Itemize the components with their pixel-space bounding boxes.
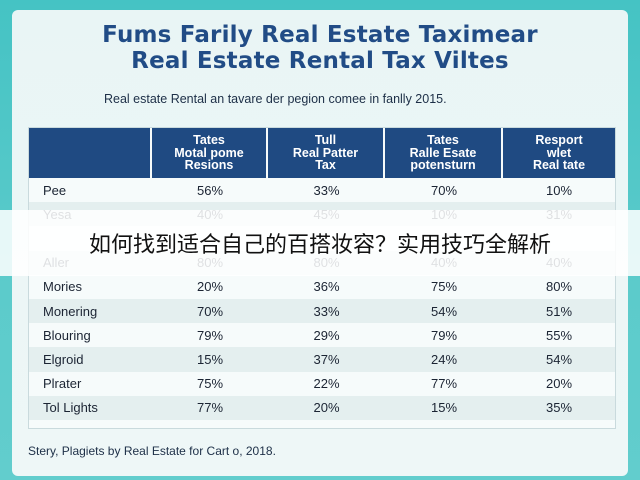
chart-title-line1: Fums Farily Real Estate Taximear <box>102 22 538 48</box>
table-row: Mories 20% 36% 75% 80% <box>29 275 615 299</box>
table-cell-value: 33% <box>313 303 340 319</box>
table-row: Pee 56% 33% 70% 10% <box>29 178 615 202</box>
table-row: Plrater 75% 22% 77% 20% <box>29 372 615 396</box>
table-row: Blouring 79% 29% 79% 55% <box>29 323 615 347</box>
table-cell-value: 20% <box>545 376 573 392</box>
table-cell-value: 79% <box>430 327 458 343</box>
table-cell-value: 51% <box>545 303 573 319</box>
table-cell-value: 10% <box>545 182 573 198</box>
chart-title-line2: Real Estate Rental Tax Viltes <box>131 48 509 74</box>
table-cell-value: 56% <box>196 182 224 198</box>
header-cell-col3: Tates Ralle Esate potensturn <box>385 128 503 178</box>
row-label: Tol Lights <box>43 400 98 416</box>
table-cell-value: 22% <box>313 376 340 392</box>
data-table: Tates Motal pome Resions Tull Real Patte… <box>28 127 616 429</box>
table-cell-value: 24% <box>430 351 458 367</box>
table-cell-value: 80% <box>545 279 573 295</box>
row-label: Monering <box>43 303 98 319</box>
table-cell-value: 37% <box>313 351 340 367</box>
table-cell-value: 70% <box>430 182 458 198</box>
table-row: Tol Lights 77% 20% 15% 35% <box>29 395 615 420</box>
row-label: Pee <box>43 182 67 198</box>
row-label: Mories <box>43 279 83 295</box>
table-cell-value: 75% <box>430 279 458 295</box>
overlay-banner-text: 如何找到适合自己的百搭妆容？实用技巧全解析 <box>88 233 551 258</box>
header-cell-col4: Resport wlet Real tate <box>503 128 615 178</box>
table-header: Tates Motal pome Resions Tull Real Patte… <box>29 128 615 178</box>
table-cell-value: 36% <box>313 279 340 295</box>
table-row: Monering 70% 33% 54% 51% <box>29 298 615 324</box>
table-cell-value: 20% <box>313 400 340 416</box>
table-cell-value: 33% <box>313 182 340 198</box>
source-note: Stery, Plagiets by Real Estate for Cart … <box>28 444 276 458</box>
table-cell-value: 77% <box>196 400 224 416</box>
table-cell-value: 77% <box>430 376 458 392</box>
table-cell-value: 15% <box>430 400 458 416</box>
row-label: Elgroid <box>43 351 84 367</box>
table-cell-value: 55% <box>545 327 573 343</box>
header-cell-label <box>29 128 152 178</box>
table-cell-value: 35% <box>545 400 573 416</box>
table-cell-value: 20% <box>196 279 224 295</box>
header-cell-col1: Tates Motal pome Resions <box>152 128 268 178</box>
table-row: Elgroid 15% 37% 24% 54% <box>29 347 615 372</box>
row-label: Plrater <box>43 376 82 392</box>
table-cell-value: 54% <box>430 303 458 319</box>
table-cell-value: 70% <box>196 303 224 319</box>
table-cell-value: 29% <box>313 327 340 343</box>
table-cell-value: 79% <box>196 327 224 343</box>
chart-subtitle: Real estate Rental an tavare der pegion … <box>104 92 447 106</box>
header-cell-col2: Tull Real Patter Tax <box>268 128 385 178</box>
table-cell-value: 54% <box>545 351 573 367</box>
table-cell-value: 75% <box>196 376 224 392</box>
row-label: Blouring <box>43 327 91 343</box>
table-cell-value: 15% <box>196 351 224 367</box>
overlay-banner: 如何找到适合自己的百搭妆容？实用技巧全解析 <box>0 210 640 276</box>
